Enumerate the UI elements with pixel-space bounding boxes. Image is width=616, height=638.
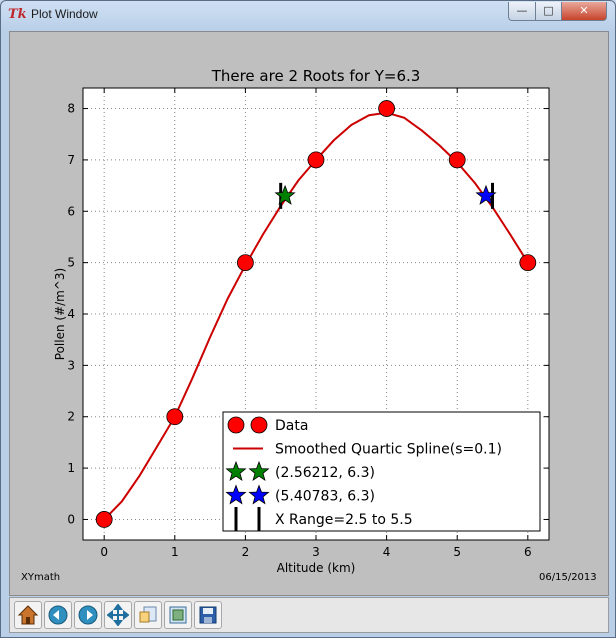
legend-marker-root-1 <box>225 460 247 482</box>
y-tick-label: 7 <box>67 153 75 167</box>
home-icon <box>17 605 39 625</box>
data-point <box>307 151 325 169</box>
legend-marker-root-1 <box>248 460 270 482</box>
pan-button[interactable] <box>104 601 132 629</box>
tk-feather-icon: Tk <box>8 7 27 22</box>
back-button[interactable] <box>44 601 72 629</box>
footer-date: 06/15/2013 <box>539 572 597 583</box>
configure-subplots-button[interactable] <box>164 601 192 629</box>
root-star-2 <box>475 184 497 205</box>
y-tick-label: 4 <box>67 307 75 321</box>
y-tick-label: 0 <box>67 512 75 526</box>
legend-label: Smoothed Quartic Spline(s=0.1) <box>275 442 502 458</box>
legend-marker-root-2 <box>225 484 247 505</box>
back-arrow-icon <box>48 605 68 625</box>
data-point <box>95 511 113 528</box>
legend-marker-data <box>250 416 268 434</box>
chart-title: There are 2 Roots for Y=6.3 <box>211 67 421 85</box>
zoom-icon <box>139 606 157 623</box>
home-button[interactable] <box>14 601 42 629</box>
legend-marker-root-2 <box>248 484 270 505</box>
legend-label: (2.56212, 6.3) <box>275 465 375 481</box>
x-tick-label: 3 <box>312 545 320 559</box>
save-button[interactable] <box>194 601 222 629</box>
navigation-toolbar <box>9 597 609 633</box>
root-star-1 <box>274 184 296 205</box>
x-tick-label: 1 <box>171 545 179 559</box>
legend-label: (5.40783, 6.3) <box>275 489 375 505</box>
plot-frame <box>82 87 550 541</box>
x-axis-label: Altitude (km) <box>277 561 356 575</box>
legend-label: X Range=2.5 to 5.5 <box>275 512 413 528</box>
subplots-config-icon <box>169 606 187 624</box>
x-tick-label: 0 <box>100 545 108 559</box>
chart-svg: 0 1 2 3 4 5 6 0 1 2 3 4 5 6 7 8 There are 2 Roots for Y=… <box>53 67 550 575</box>
y-tick-label: 1 <box>67 461 75 475</box>
y-tick-label: 6 <box>67 204 75 218</box>
data-point <box>519 254 537 272</box>
data-point <box>448 151 466 169</box>
x-tick-label: 6 <box>524 545 532 559</box>
footer-app-name: XYmath <box>21 572 61 583</box>
window-title: Plot Window <box>31 7 98 21</box>
y-tick-label: 8 <box>67 102 75 116</box>
y-tick-label: 2 <box>67 410 75 424</box>
save-icon <box>199 606 217 624</box>
x-tick-label: 2 <box>242 545 250 559</box>
y-tick-label: 5 <box>67 256 75 270</box>
zoom-button[interactable] <box>134 601 162 629</box>
forward-button[interactable] <box>74 601 102 629</box>
data-point <box>378 100 396 117</box>
data-point <box>166 408 184 426</box>
title-bar[interactable]: Tk Plot Window — □ ✕ <box>1 1 615 29</box>
y-axis-label: Pollen (#/m^3) <box>53 268 67 360</box>
x-tick-label: 4 <box>383 545 391 559</box>
pan-icon <box>107 604 129 626</box>
legend-label: Data <box>275 418 308 434</box>
y-tick-label: 3 <box>67 358 75 372</box>
legend-box <box>222 411 541 532</box>
legend-marker-data <box>227 416 245 434</box>
x-tick-label: 5 <box>453 545 461 559</box>
data-point <box>236 254 254 272</box>
forward-arrow-icon <box>78 605 98 625</box>
close-button[interactable]: ✕ <box>561 2 607 21</box>
